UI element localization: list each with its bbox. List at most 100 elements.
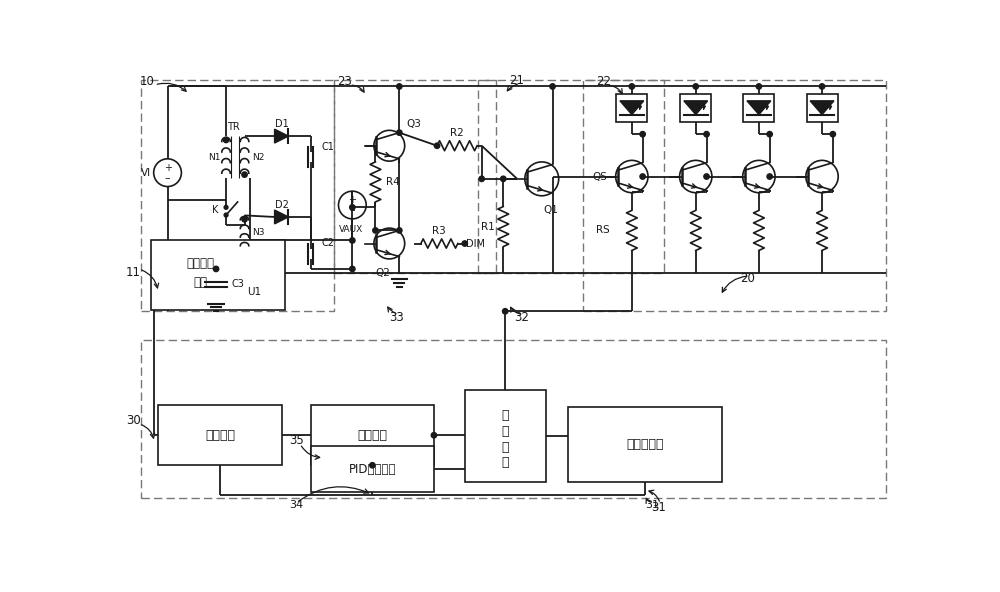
Text: D1: D1 xyxy=(275,119,288,129)
Text: R3: R3 xyxy=(432,226,446,236)
Text: 隔离单元: 隔离单元 xyxy=(205,429,235,442)
Text: 20: 20 xyxy=(740,272,755,285)
Circle shape xyxy=(819,83,825,89)
Text: 21: 21 xyxy=(509,74,524,87)
Bar xyxy=(568,407,722,482)
Circle shape xyxy=(350,238,355,243)
Text: 23: 23 xyxy=(337,75,352,88)
Text: K: K xyxy=(212,205,218,215)
Bar xyxy=(151,240,285,310)
Bar xyxy=(680,94,711,122)
Text: Q1: Q1 xyxy=(544,205,558,215)
Text: Q3: Q3 xyxy=(407,119,421,129)
Text: 开关控制: 开关控制 xyxy=(187,257,215,270)
Circle shape xyxy=(502,308,508,314)
Polygon shape xyxy=(747,101,771,115)
Text: D2: D2 xyxy=(275,200,288,210)
Bar xyxy=(743,94,774,122)
Circle shape xyxy=(242,217,247,222)
Circle shape xyxy=(462,241,467,246)
Text: 33: 33 xyxy=(390,311,404,324)
Circle shape xyxy=(629,83,635,89)
Text: N2: N2 xyxy=(252,153,265,162)
Circle shape xyxy=(370,462,375,468)
Text: RS: RS xyxy=(596,226,609,236)
Text: 11: 11 xyxy=(126,266,141,279)
Text: C1: C1 xyxy=(321,141,334,152)
Text: 32: 32 xyxy=(514,311,529,324)
Circle shape xyxy=(640,174,645,179)
Circle shape xyxy=(397,228,402,233)
Text: 34: 34 xyxy=(289,500,303,510)
Text: PID校正单元: PID校正单元 xyxy=(349,462,396,475)
Circle shape xyxy=(704,131,709,137)
Circle shape xyxy=(350,266,355,272)
Text: U1: U1 xyxy=(247,287,262,297)
Circle shape xyxy=(756,83,762,89)
Bar xyxy=(158,405,282,465)
Bar xyxy=(141,340,886,498)
Text: 放大单元: 放大单元 xyxy=(357,429,387,442)
Bar xyxy=(334,81,496,273)
Text: VI: VI xyxy=(141,168,151,178)
Text: C3: C3 xyxy=(231,279,244,289)
Circle shape xyxy=(223,137,229,143)
Text: 30: 30 xyxy=(126,414,141,427)
Text: R4: R4 xyxy=(386,177,399,187)
Polygon shape xyxy=(620,101,644,115)
Circle shape xyxy=(479,176,484,182)
Circle shape xyxy=(640,131,645,137)
Text: +: + xyxy=(164,163,172,173)
Text: 比: 比 xyxy=(501,409,509,422)
Bar xyxy=(311,405,434,465)
Text: –: – xyxy=(350,205,355,215)
Bar xyxy=(141,81,334,311)
Circle shape xyxy=(693,83,698,89)
Circle shape xyxy=(767,174,772,179)
Circle shape xyxy=(350,205,355,210)
Text: VAUX: VAUX xyxy=(339,225,363,234)
Circle shape xyxy=(397,130,402,136)
Text: QS: QS xyxy=(592,172,607,182)
Circle shape xyxy=(224,205,228,209)
Circle shape xyxy=(373,228,378,233)
Text: N1: N1 xyxy=(208,153,221,162)
Bar xyxy=(583,81,886,311)
Text: 较: 较 xyxy=(501,425,509,438)
Text: C2: C2 xyxy=(321,238,334,247)
Text: 31: 31 xyxy=(651,501,666,514)
Bar xyxy=(616,94,647,122)
Text: 10: 10 xyxy=(139,75,154,88)
Polygon shape xyxy=(275,210,288,224)
Bar xyxy=(465,390,546,482)
Polygon shape xyxy=(275,129,288,143)
Circle shape xyxy=(224,213,228,217)
Text: 芯片: 芯片 xyxy=(194,276,208,289)
Circle shape xyxy=(501,176,506,182)
Circle shape xyxy=(431,433,437,438)
Text: DIM: DIM xyxy=(466,239,485,249)
Text: –: – xyxy=(165,173,170,183)
Text: N3: N3 xyxy=(252,229,265,237)
Circle shape xyxy=(550,83,555,89)
Text: 31: 31 xyxy=(646,500,660,510)
Text: R2: R2 xyxy=(450,128,464,139)
Text: 基准电压源: 基准电压源 xyxy=(626,438,664,451)
Text: 22: 22 xyxy=(596,75,611,88)
Bar xyxy=(478,81,664,273)
Bar xyxy=(807,94,838,122)
Text: 35: 35 xyxy=(290,434,304,447)
Text: +: + xyxy=(348,195,356,205)
Text: 元: 元 xyxy=(501,456,509,469)
Bar xyxy=(311,446,434,492)
Text: R1: R1 xyxy=(481,221,495,231)
Polygon shape xyxy=(684,101,708,115)
Text: TR: TR xyxy=(227,122,240,132)
Circle shape xyxy=(242,172,247,177)
Circle shape xyxy=(767,131,772,137)
Circle shape xyxy=(213,266,219,272)
Circle shape xyxy=(397,83,402,89)
Circle shape xyxy=(830,131,836,137)
Circle shape xyxy=(704,174,709,179)
Text: 单: 单 xyxy=(501,440,509,453)
